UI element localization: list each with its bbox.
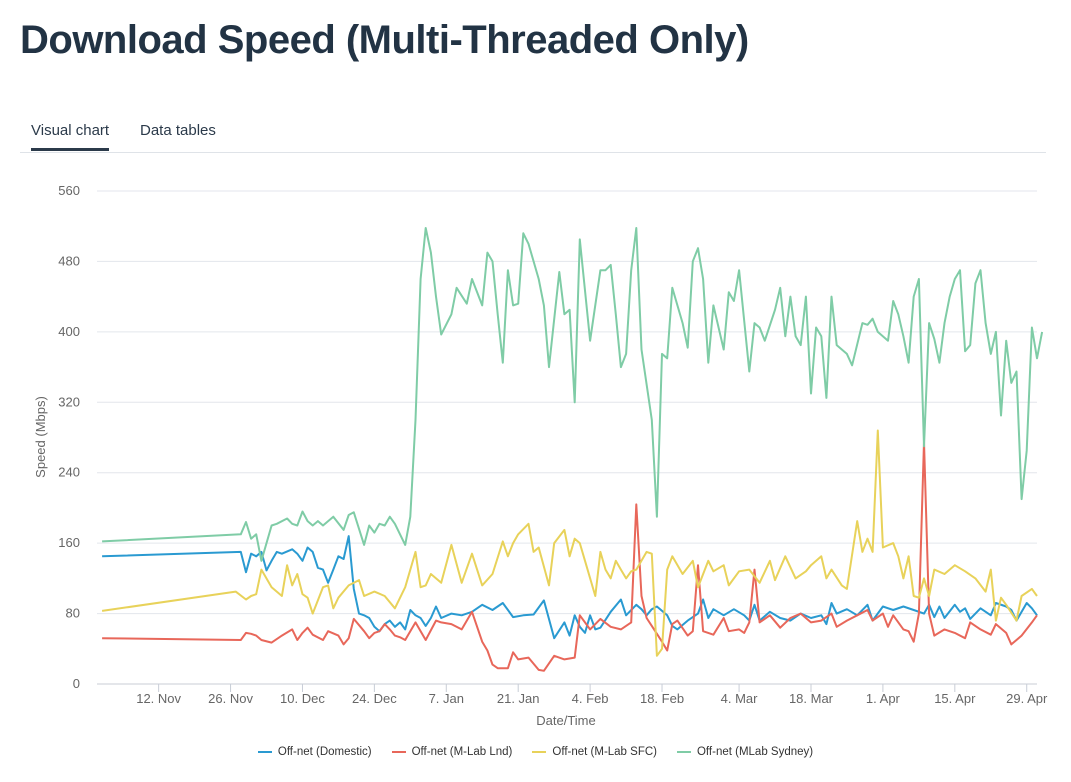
y-tick-label: 320 xyxy=(58,394,80,409)
series-line[interactable] xyxy=(102,440,1038,672)
x-tick-label: 7. Jan xyxy=(429,691,464,706)
gridlines xyxy=(97,190,1037,685)
page-title: Download Speed (Multi-Threaded Only) xyxy=(20,18,749,62)
legend-label: Off-net (Domestic) xyxy=(277,746,372,758)
x-axis-title: Date/Time xyxy=(536,713,595,728)
tab-data-tables[interactable]: Data tables xyxy=(140,122,216,139)
y-axis-title: Speed (Mbps) xyxy=(33,396,48,478)
series-line[interactable] xyxy=(102,227,1044,562)
x-tick-label: 15. Apr xyxy=(934,691,976,706)
series-group xyxy=(101,227,1044,672)
tab-visual-chart[interactable]: Visual chart xyxy=(31,122,110,151)
y-tick-label: 160 xyxy=(58,535,80,550)
y-tick-label: 0 xyxy=(73,676,80,691)
legend-swatch xyxy=(257,750,272,753)
x-tick-label: 12. Nov xyxy=(136,691,181,706)
legend-item[interactable]: Off-net (Domestic) xyxy=(257,746,372,758)
x-axis: 12. Nov 26. Nov 10. Dec 24. Dec 7. Jan 21. Ja… xyxy=(97,683,1048,706)
legend-swatch xyxy=(532,750,547,753)
legend: Off-net (Domestic) Off-net (M-Lab Lnd) Off… xyxy=(0,746,1071,758)
x-tick-label: 10. Dec xyxy=(280,691,325,706)
y-axis: 0 80 160 240 320 400 480 560 xyxy=(58,183,80,691)
legend-swatch xyxy=(391,750,406,753)
legend-item[interactable]: Off-net (M-Lab Lnd) xyxy=(391,746,513,758)
x-tick-label: 29. Apr xyxy=(1006,691,1048,706)
legend-label: Off-net (M-Lab SFC) xyxy=(552,746,657,758)
legend-label: Off-net (MLab Sydney) xyxy=(696,746,814,758)
x-tick-label: 18. Mar xyxy=(789,691,834,706)
line-chart: 0 80 160 240 320 400 480 560 12. Nov 26. Nov 10. … xyxy=(33,183,1048,728)
legend-swatch xyxy=(676,750,691,753)
y-tick-label: 400 xyxy=(58,324,80,339)
y-tick-label: 480 xyxy=(58,253,80,268)
legend-item[interactable]: Off-net (MLab Sydney) xyxy=(676,746,814,758)
x-tick-label: 4. Feb xyxy=(572,691,609,706)
legend-label: Off-net (M-Lab Lnd) xyxy=(411,746,513,758)
x-tick-label: 24. Dec xyxy=(352,691,397,706)
y-tick-label: 240 xyxy=(58,465,80,480)
x-tick-label: 4. Mar xyxy=(721,691,759,706)
x-tick-label: 1. Apr xyxy=(866,691,901,706)
tab-bar: Visual chart Data tables xyxy=(20,112,1046,153)
series-line[interactable] xyxy=(101,429,1038,657)
legend-item[interactable]: Off-net (M-Lab SFC) xyxy=(532,746,657,758)
series-line[interactable] xyxy=(102,535,1038,640)
x-tick-label: 26. Nov xyxy=(208,691,253,706)
x-tick-label: 21. Jan xyxy=(497,691,540,706)
x-tick-label: 18. Feb xyxy=(640,691,684,706)
y-tick-label: 560 xyxy=(58,183,80,198)
y-tick-label: 80 xyxy=(66,606,80,621)
